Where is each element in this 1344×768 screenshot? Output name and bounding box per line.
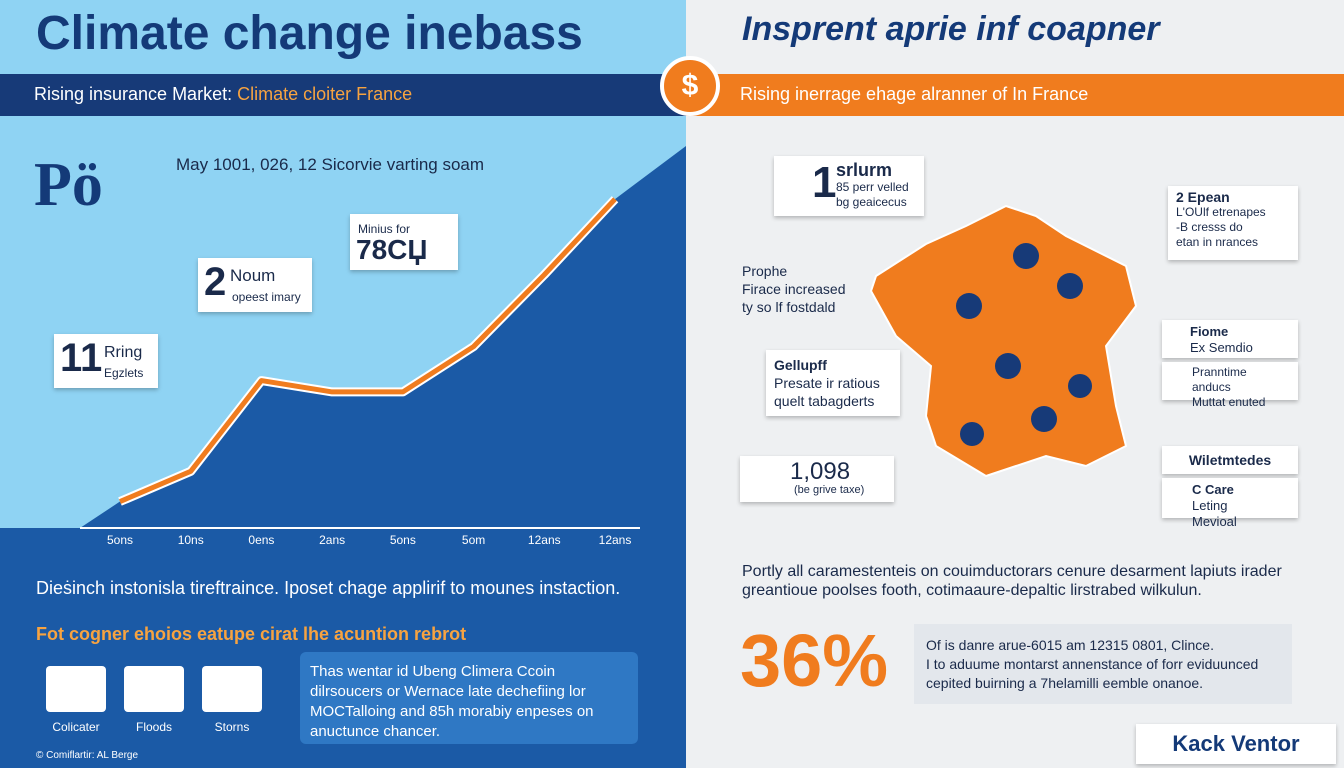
callout-small: opeest imary [232,290,301,304]
stat-head: srlurm [836,160,893,180]
info-box: Thas wentar id Ubeng Climera Ccoin dilrs… [300,652,638,744]
right-banner-text: Rising inerrage ehage alranner of In Fra… [740,84,1089,104]
stat-line: Pranntime anducs [1192,365,1247,394]
callout-big: 2 [204,260,227,304]
stat-card: Pranntime anducs Muttat enuted [1162,362,1298,409]
callout: Minius for 78СЏ [350,214,458,270]
map-marker [1013,243,1039,269]
stat-line: Muttat enuted [1192,395,1266,409]
stat-head: Fiome [1190,324,1229,339]
left-title: Climate change inebass [36,7,583,60]
x-tick-label: 5ons [390,533,416,547]
left-header [0,0,686,74]
callout-small: Egzlets [104,366,144,380]
callout-text: Rring [104,344,143,361]
map-marker [960,422,984,446]
paragraph: Portly all caramestenteis on couimductor… [742,563,1282,599]
x-tick-label: 10ns [178,533,204,547]
x-tick-label: 0ens [248,533,274,547]
stat-line: Ex Semdio [1190,340,1253,355]
left-banner [0,74,686,116]
icon-label: Floods [135,720,173,734]
stat-card: 1,098 (be grive taxe) [740,456,894,502]
stat-line: Leting Mevioal [1192,498,1237,529]
stat-line: -B cresss do [1176,220,1243,234]
stat-card: C Care Leting Mevioal [1162,478,1298,529]
stat-lines: 85 perr velled bg geaicecus [836,180,909,210]
stat-head: Gellupff [774,357,827,373]
callout-big: 11 [60,336,103,380]
callout: 11 Rring Egzlets [54,334,158,388]
chart-caption: May 1001, 026, 12 Sicorvie varting soam [176,155,485,174]
banner-highlight: Climate cloiter France [237,84,413,104]
center-badge: $ [660,56,720,116]
icon-box [46,666,106,712]
x-tick-label: 5ons [107,533,133,547]
x-tick-label: 12ans [528,533,561,547]
description: Dieṡinch instonisla tireftraince. Iposet… [36,578,621,598]
map-marker [1057,273,1083,299]
stat-big: 1,098 [790,458,851,485]
logo: Pö [34,151,103,219]
stat-line: Presate ir ratious [774,375,880,391]
left-banner-text: Rising insurance Market: Climate cloiter… [34,84,412,105]
x-tick-label: 2ans [319,533,345,547]
callout-text: Noum [230,266,276,285]
section-heading: Fot cogner ehoios eatupe cirat lhe acunt… [36,624,467,644]
stat-card: Gellupff Presate ir ratious quelt tabagd… [766,350,900,416]
map-marker [1031,406,1057,432]
map-label-line: Firace increased [742,281,846,297]
map-marker [956,293,982,319]
icon-box [124,666,184,712]
map-marker [1068,374,1092,398]
stat-card: Wiletmtedes [1162,446,1298,474]
france-map [869,204,1138,478]
stat-head: C Care [1192,482,1234,497]
stat-card: 1 srlurm 85 perr velled bg geaicecus [774,156,924,216]
map [869,204,1138,478]
note-line: Of is danre arue-6015 am 12315 0801, Cli… [926,637,1214,653]
note-box: Of is danre arue-6015 am 12315 0801, Cli… [914,624,1292,704]
right-banner [686,74,1344,116]
stat-line: bg geaicecus [836,195,907,209]
footer: © Comiflartir: AL Berge [36,750,139,761]
stat-line: L'OUlf etrenapes [1176,205,1266,219]
big-stat: 36% [740,619,889,702]
map-label-line: Prophe [742,263,788,279]
right-title: Insprent aprie inf coapner [742,10,1160,48]
line [119,197,617,504]
stat-card: 2 Epean L'OUlf etrenapes -B cresss do et… [1168,186,1298,260]
icon-box [202,666,262,712]
stat-head: 2 Epean [1176,189,1230,205]
stat-line: etan in nrances [1176,235,1259,249]
stat-big: 1 [812,158,837,207]
callout-small: Minius for [358,222,411,236]
x-tick-label: 12ans [599,533,632,547]
callout-big: 78СЏ [356,234,428,265]
icon-label: Colicater [52,720,100,734]
icon-label: Storns [214,720,250,734]
map-label-line: ty so lf fostdald [742,299,836,315]
area [0,146,686,568]
map-marker [995,353,1021,379]
map-label: Prophe Firace increased ty so lf fostdal… [742,262,846,316]
brand: Kack Ventor [1136,724,1336,764]
note-line: cepited buirning a 7helamilli eemble ona… [926,675,1204,691]
stat-small: (be grive taxe) [794,484,865,496]
banner-text: Rising insurance Market: [34,84,233,104]
callout: 2 Noum opeest imary [198,258,312,312]
stat-line: quelt tabagderts [774,393,875,409]
stat-card: Fiome Ex Semdio [1162,320,1298,358]
x-tick-label: 5om [462,533,485,547]
stat-line: 85 perr velled [836,180,909,194]
note-line: I to aduume montarst annenstance of forr… [926,656,1259,672]
